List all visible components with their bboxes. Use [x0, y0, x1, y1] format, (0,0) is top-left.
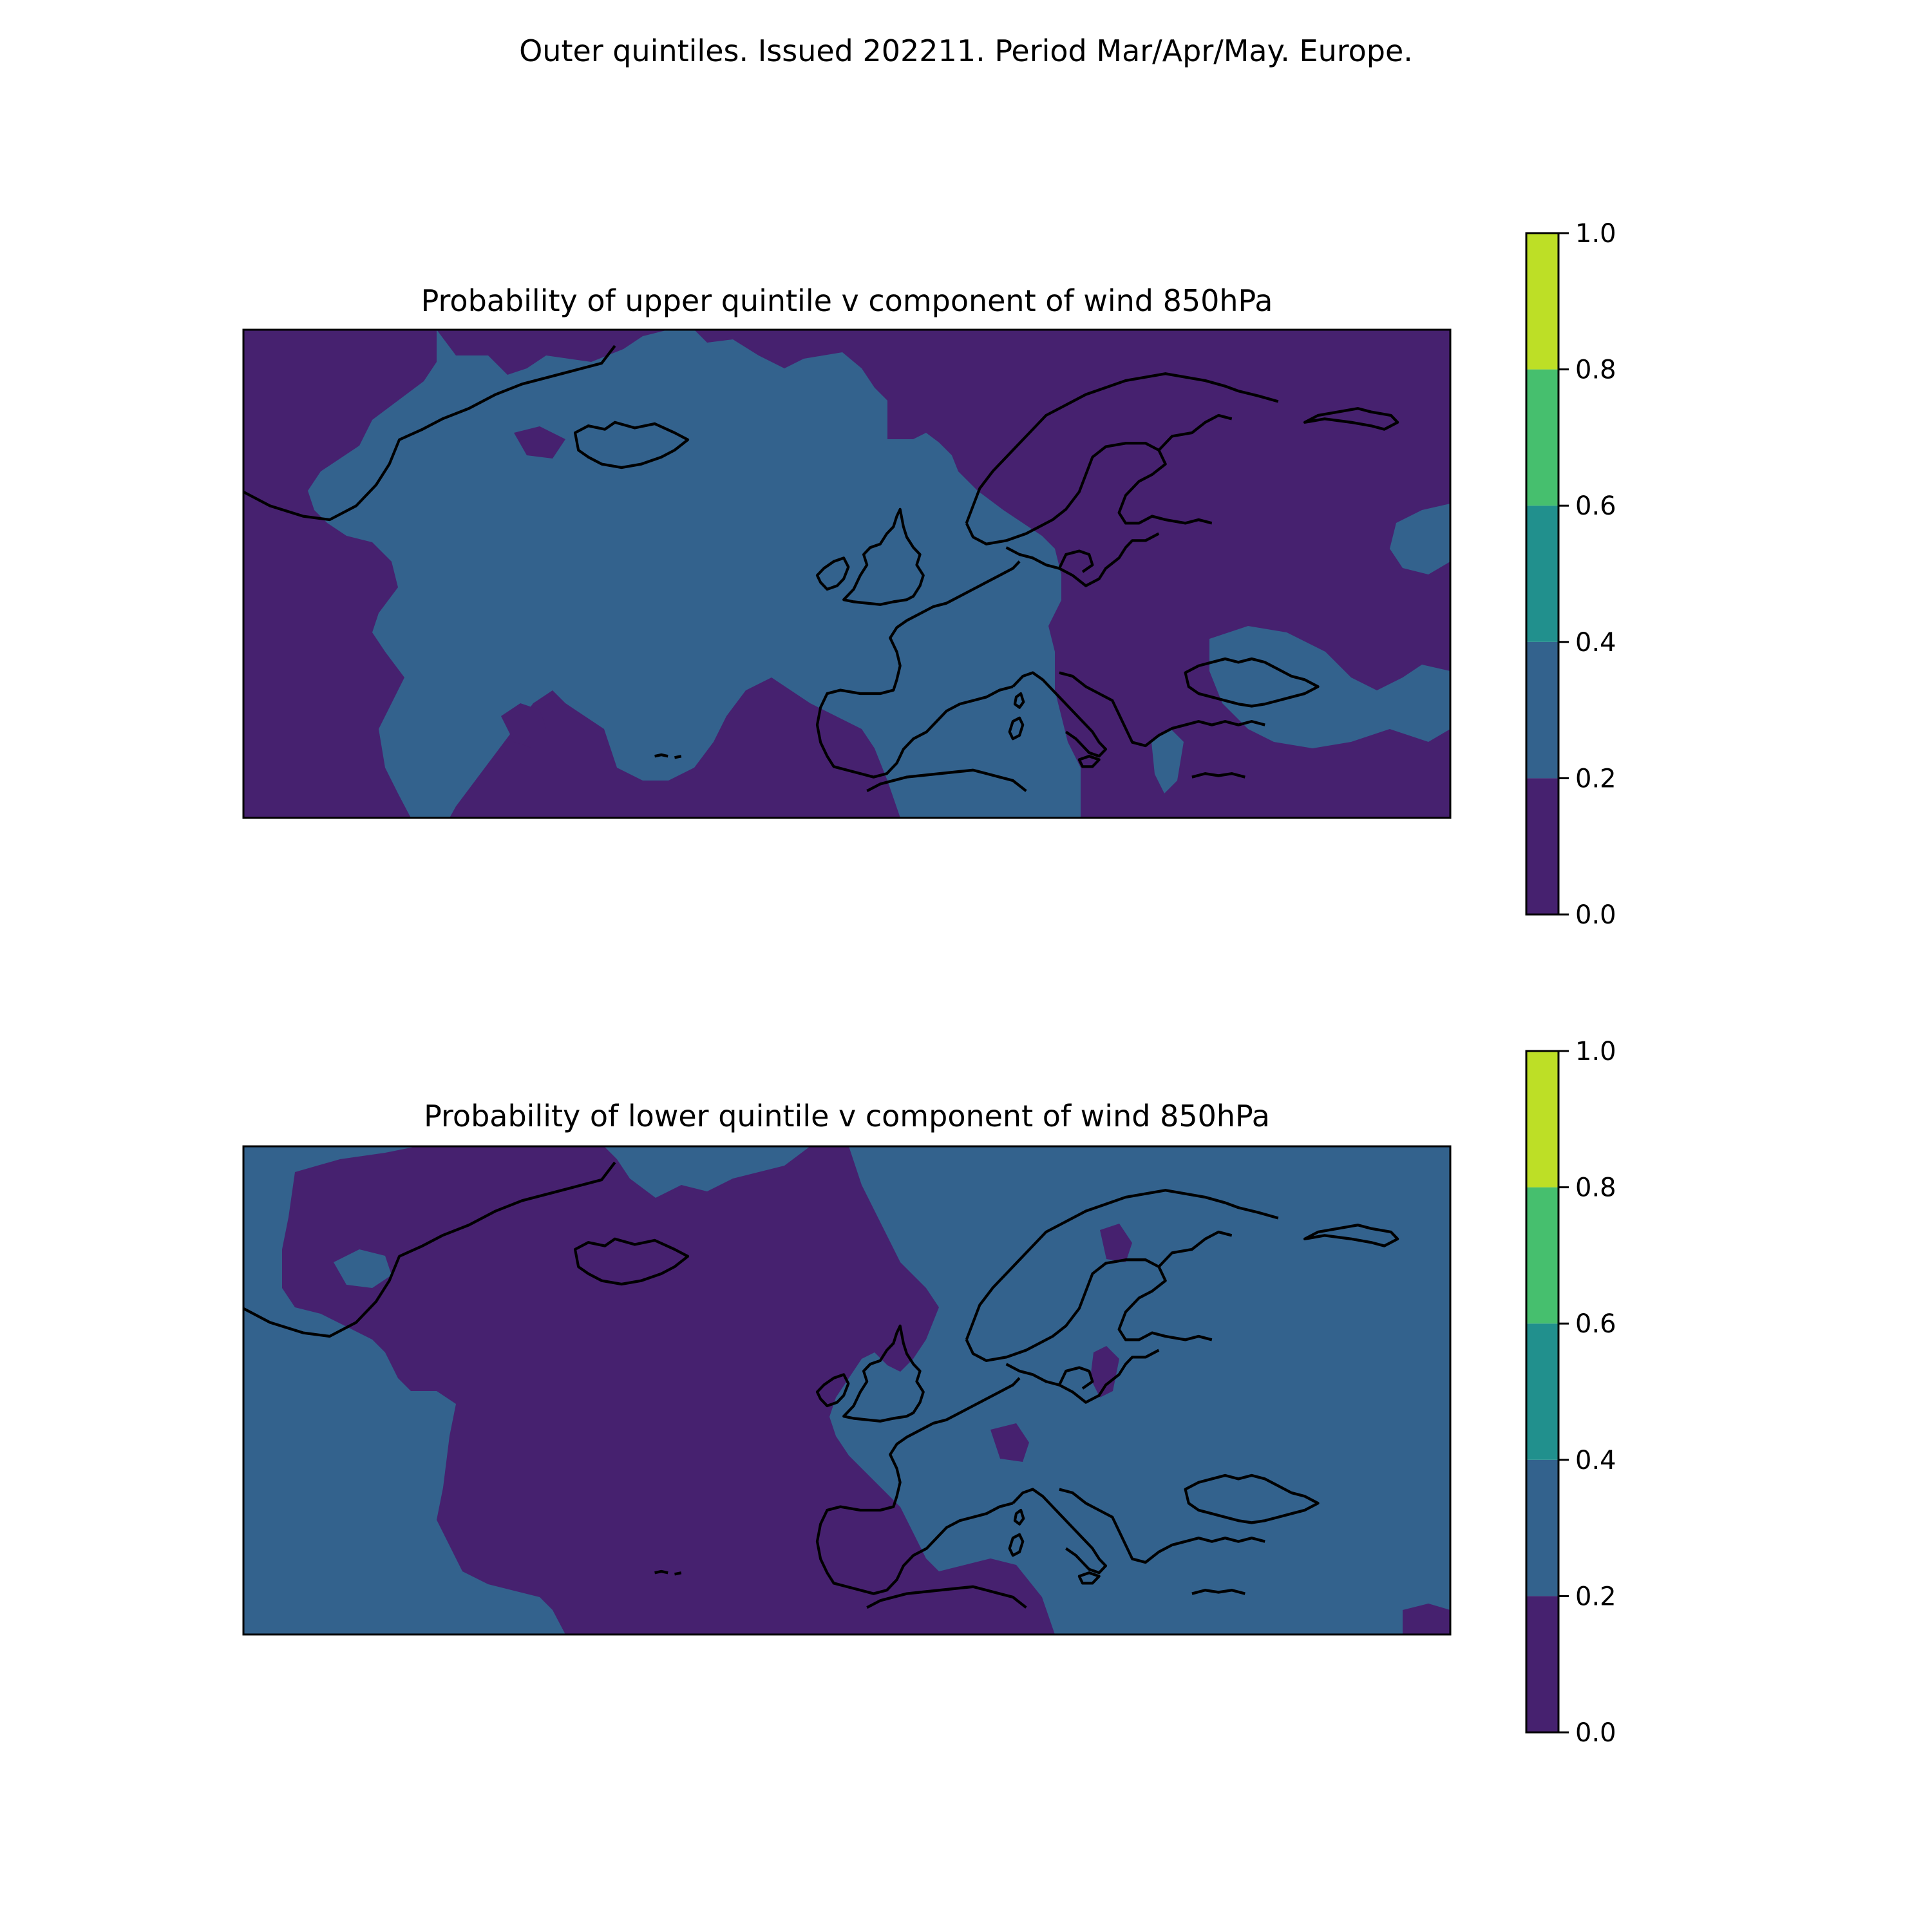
colorbar-lower-band-3	[1526, 1187, 1558, 1324]
colorbar-upper-band-4	[1526, 233, 1558, 370]
colorbar-lower-tick-label: 0.6	[1575, 1309, 1616, 1339]
map-upper-region-0.2-0.4	[308, 330, 1081, 818]
colorbar-upper-tick-label: 0.8	[1575, 355, 1616, 385]
panel-title-upper: Probability of upper quintile v componen…	[421, 283, 1273, 318]
colorbar-lower-tick-label: 0.2	[1575, 1582, 1616, 1611]
colorbar-upper-tick-label: 0.6	[1575, 491, 1616, 521]
colorbar-lower-tick-label: 0.0	[1575, 1718, 1616, 1748]
map-upper-patch-5	[1151, 729, 1184, 793]
colorbar-lower-band-2	[1526, 1323, 1558, 1460]
colorbar-lower-tick-label: 0.4	[1575, 1446, 1616, 1475]
map-lower-patch-2	[1100, 1224, 1132, 1262]
panel-title-lower: Probability of lower quintile v componen…	[424, 1099, 1270, 1133]
map-lower-frame	[242, 1145, 1452, 1636]
map-upper-patch-4	[1209, 626, 1450, 748]
colorbar-lower-band-4	[1526, 1051, 1558, 1188]
colorbar-upper: 0.0 0.2 0.4 0.6 0.8 1.0	[1525, 219, 1616, 930]
map-upper-frame	[242, 328, 1452, 819]
colorbar-lower-tick-label: 0.8	[1575, 1173, 1616, 1203]
map-upper-patch-2	[514, 426, 565, 459]
map-upper-patch-3	[1390, 504, 1450, 574]
colorbar-upper-tick-label: 0.4	[1575, 628, 1616, 658]
colorbar-upper-band-3	[1526, 369, 1558, 506]
map-lower-region-0.0-0.2	[282, 1146, 1055, 1634]
colorbar-upper-band-2	[1526, 506, 1558, 642]
colorbar-lower-tick-label: 1.0	[1575, 1037, 1616, 1066]
colorbar-upper-frame	[1525, 232, 1560, 916]
map-upper	[242, 328, 1452, 819]
map-lower	[242, 1145, 1452, 1636]
map-upper-patch-1	[501, 703, 546, 748]
colorbar-upper-tick-label: 0.2	[1575, 764, 1616, 793]
colorbar-lower-band-1	[1526, 1459, 1558, 1596]
colorbar-upper-band-1	[1526, 641, 1558, 779]
colorbar-upper-tick-label: 1.0	[1575, 219, 1616, 249]
colorbar-lower-band-0	[1526, 1596, 1558, 1732]
map-lower-patch-1	[1090, 1346, 1119, 1397]
colorbar-lower-frame	[1525, 1050, 1560, 1734]
colorbar-lower: 0.0 0.2 0.4 0.6 0.8 1.0	[1525, 1037, 1616, 1748]
colorbar-upper-tick-label: 0.0	[1575, 900, 1616, 930]
map-lower-patch-3	[990, 1423, 1029, 1462]
map-lower-patch-5	[334, 1249, 392, 1288]
colorbar-upper-band-0	[1526, 778, 1558, 914]
map-lower-patch-4	[1403, 1604, 1450, 1634]
figure-suptitle: Outer quintiles. Issued 202211. Period M…	[519, 33, 1413, 68]
